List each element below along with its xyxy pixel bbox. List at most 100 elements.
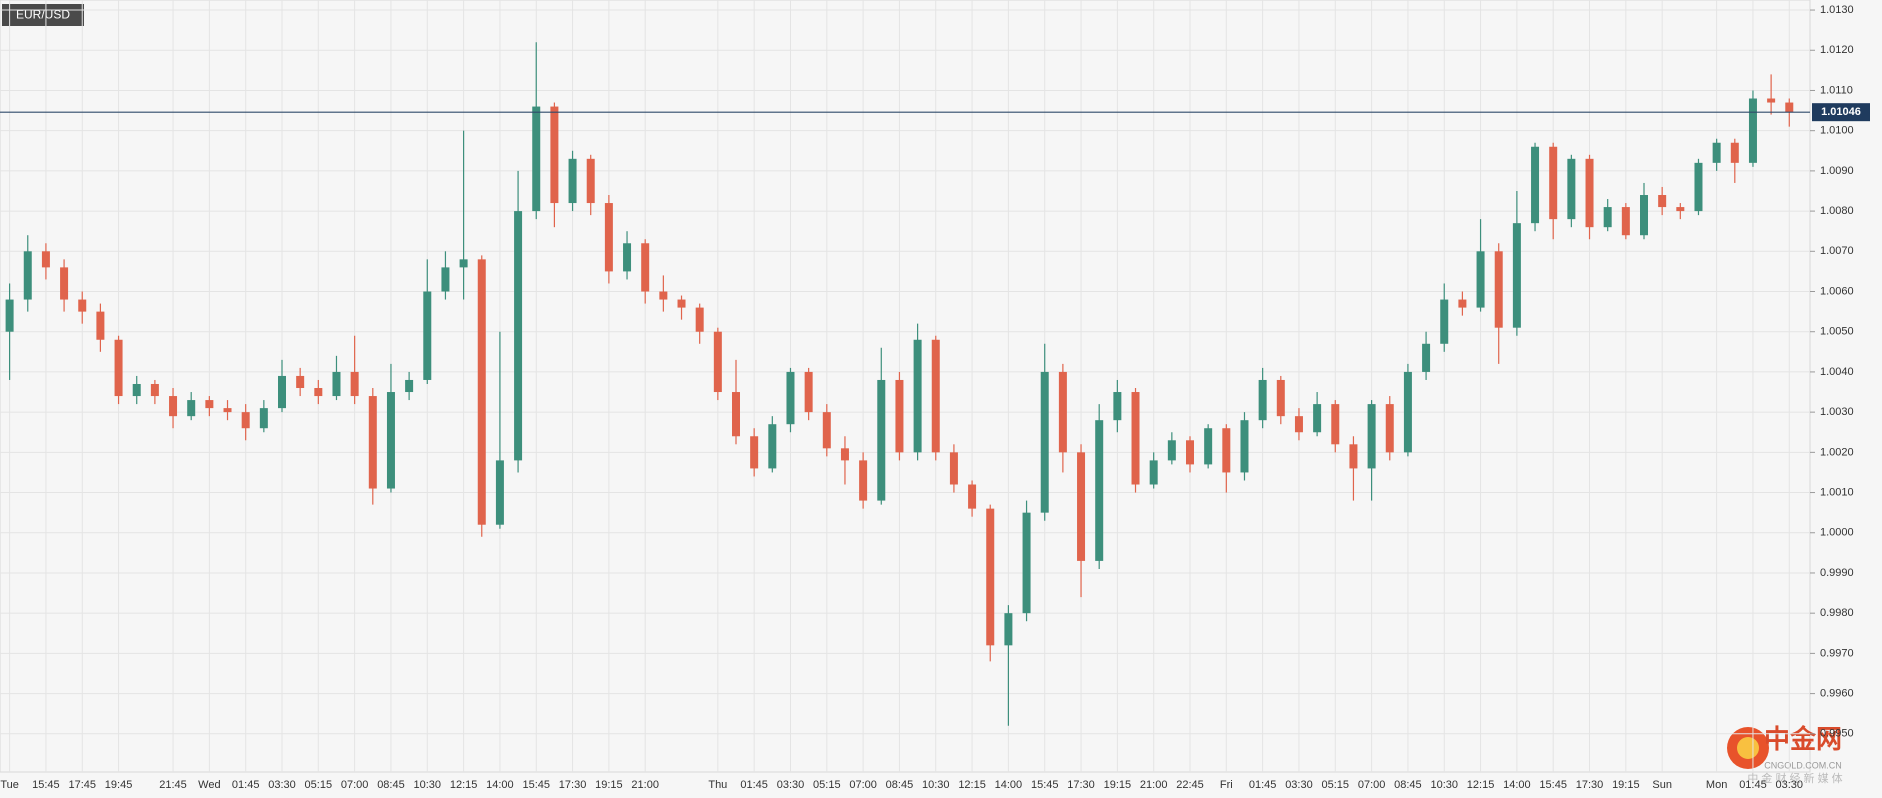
candle-body bbox=[1603, 207, 1612, 228]
candle-body bbox=[1222, 428, 1231, 473]
candle-body bbox=[1022, 512, 1031, 614]
x-tick-label: 01:45 bbox=[232, 779, 260, 791]
y-tick-label: 1.0120 bbox=[1820, 44, 1854, 56]
candle-body bbox=[205, 400, 214, 409]
candle-body bbox=[1294, 416, 1303, 433]
candle-body bbox=[968, 484, 977, 509]
candle-body bbox=[1767, 98, 1776, 103]
candle-body bbox=[423, 291, 432, 380]
candle-body bbox=[23, 251, 32, 300]
y-tick-label: 0.9970 bbox=[1820, 647, 1854, 659]
watermark: 中金网 CNGOLD.COM.CN 中 金 财 经 新 媒 体 bbox=[1727, 724, 1843, 785]
candle-body bbox=[1077, 452, 1086, 561]
candle-body bbox=[1712, 142, 1721, 163]
candle-body bbox=[96, 311, 105, 340]
y-tick-label: 1.0060 bbox=[1820, 285, 1854, 297]
candle-body bbox=[840, 448, 849, 461]
candle-body bbox=[1494, 251, 1503, 328]
x-tick-label: Wed bbox=[198, 779, 220, 791]
y-tick-label: 1.0040 bbox=[1820, 366, 1854, 378]
x-tick-label: 14:00 bbox=[995, 779, 1023, 791]
plot-area bbox=[0, 0, 1811, 773]
candle-body bbox=[1058, 371, 1067, 453]
candle-body bbox=[314, 388, 323, 397]
x-tick-label: 08:45 bbox=[1394, 779, 1422, 791]
candle-body bbox=[1095, 420, 1104, 561]
x-tick-label: 22:45 bbox=[1176, 779, 1204, 791]
x-tick-label: 03:30 bbox=[1285, 779, 1313, 791]
candle-body bbox=[1131, 392, 1140, 485]
candle-body bbox=[768, 424, 777, 469]
x-tick-label: 05:15 bbox=[305, 779, 333, 791]
candle-body bbox=[1313, 404, 1322, 433]
x-tick-label: 19:15 bbox=[595, 779, 623, 791]
candle-body bbox=[859, 460, 868, 501]
candle-body bbox=[1549, 146, 1558, 220]
candle-body bbox=[1040, 371, 1049, 513]
candle-body bbox=[1640, 195, 1648, 236]
x-tick-label: 21:45 bbox=[159, 779, 187, 791]
candle-body bbox=[441, 267, 450, 292]
candle-body bbox=[1240, 420, 1249, 473]
candle-body bbox=[1349, 444, 1358, 469]
candle-body bbox=[1567, 158, 1576, 220]
x-tick-label: 12:15 bbox=[958, 779, 986, 791]
last-price-tag bbox=[1812, 103, 1870, 122]
brand: 中金网 bbox=[1764, 724, 1842, 754]
candle-body bbox=[1531, 146, 1540, 224]
x-tick-label: 10:30 bbox=[414, 779, 442, 791]
candle-body bbox=[949, 452, 958, 485]
candle-body bbox=[241, 412, 250, 429]
x-tick-label: Tue bbox=[0, 779, 19, 791]
candle-body bbox=[586, 158, 595, 204]
y-tick-label: 0.9950 bbox=[1820, 728, 1854, 740]
last-price-label: 1.01046 bbox=[1821, 106, 1861, 118]
candle-body bbox=[1512, 223, 1521, 328]
y-tick-label: 1.0030 bbox=[1820, 406, 1854, 418]
y-tick-label: 1.0070 bbox=[1820, 245, 1854, 257]
slogan: 中 金 财 经 新 媒 体 bbox=[1747, 771, 1842, 785]
chart-title: EUR/USD bbox=[16, 8, 70, 22]
candle-body bbox=[695, 307, 704, 332]
y-tick-label: 1.0080 bbox=[1820, 205, 1854, 217]
x-tick-label: 07:00 bbox=[1358, 779, 1386, 791]
candle-body bbox=[877, 379, 886, 501]
x-tick-label: 03:30 bbox=[268, 779, 296, 791]
x-tick-label: 19:15 bbox=[1104, 779, 1132, 791]
candle-body bbox=[1004, 613, 1013, 646]
x-tick-label: 08:45 bbox=[377, 779, 405, 791]
candle-body bbox=[187, 400, 196, 417]
candle-body bbox=[822, 412, 831, 449]
site: CNGOLD.COM.CN bbox=[1764, 760, 1842, 770]
candle-body bbox=[1748, 98, 1757, 163]
candle-body bbox=[60, 267, 69, 300]
x-tick-label: 03:30 bbox=[777, 779, 805, 791]
x-tick-label: Thu bbox=[708, 779, 727, 791]
x-tick-label: Mon bbox=[1706, 779, 1727, 791]
candle-body bbox=[550, 106, 559, 204]
candle-body bbox=[604, 203, 613, 272]
candle-body bbox=[1149, 460, 1158, 485]
candle-body bbox=[1331, 404, 1340, 445]
candle-body bbox=[1186, 440, 1194, 465]
candle-body bbox=[786, 371, 795, 425]
candle-body bbox=[405, 379, 414, 393]
x-tick-label: 03:30 bbox=[1776, 779, 1804, 791]
candle-body bbox=[1476, 251, 1485, 308]
x-tick-label: 17:45 bbox=[68, 779, 96, 791]
candle-body bbox=[169, 396, 178, 417]
candle-body bbox=[804, 371, 813, 413]
candle-body bbox=[386, 392, 395, 489]
y-tick-label: 1.0000 bbox=[1820, 527, 1854, 539]
candle-body bbox=[750, 436, 759, 469]
candle-body bbox=[732, 392, 740, 437]
candle-body bbox=[532, 106, 541, 212]
y-tick-label: 1.0130 bbox=[1820, 4, 1854, 16]
x-tick-label: 07:00 bbox=[341, 779, 369, 791]
x-tick-label: 15:45 bbox=[1539, 779, 1567, 791]
candle-body bbox=[1276, 379, 1285, 417]
x-tick-label: 15:45 bbox=[522, 779, 550, 791]
x-tick-label: 05:15 bbox=[1322, 779, 1350, 791]
candle-body bbox=[1113, 392, 1122, 421]
candle-body bbox=[1258, 379, 1267, 421]
